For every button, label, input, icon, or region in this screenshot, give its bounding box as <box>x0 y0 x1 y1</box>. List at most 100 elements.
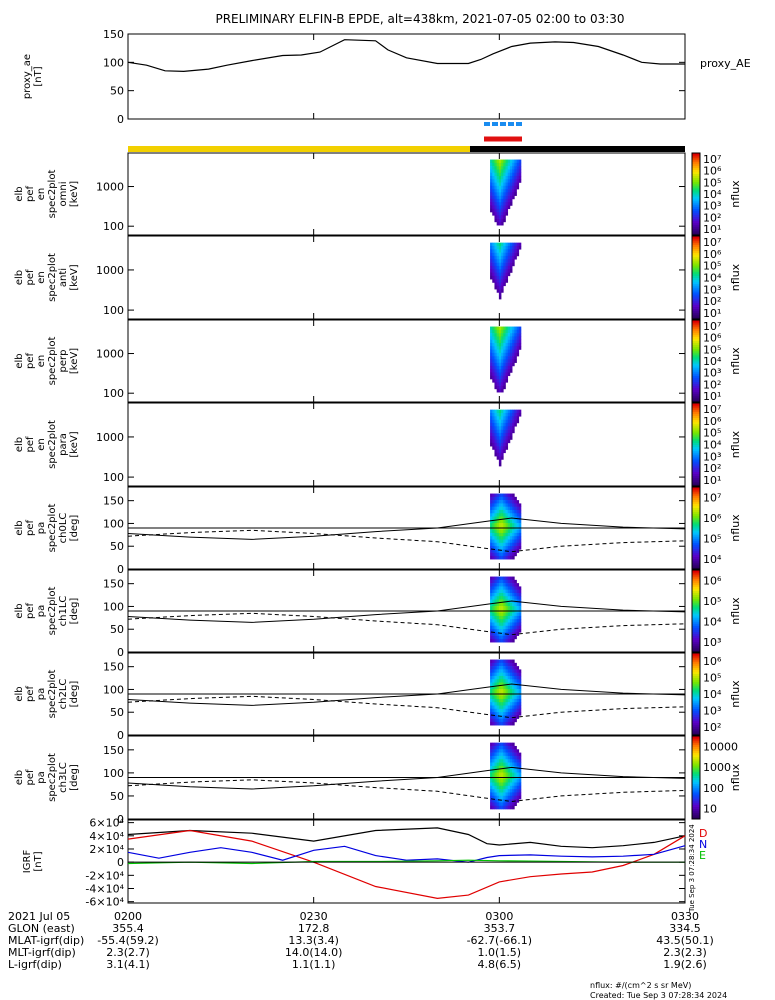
spectrogram-cell <box>492 638 495 643</box>
spectrogram-cell <box>501 599 504 604</box>
spectrogram-cell <box>507 198 511 203</box>
colorbar-cell <box>692 442 700 445</box>
spectrogram-cell <box>492 745 495 750</box>
spectrogram-cell <box>501 602 504 607</box>
spectrogram-cell <box>512 672 515 677</box>
spectrogram-cell <box>498 493 502 498</box>
colorbar-cell <box>692 238 700 241</box>
spectrogram-cell <box>507 249 511 253</box>
colorbar-cell <box>692 436 700 439</box>
spectrogram-cell <box>509 576 513 581</box>
colorbar-cell <box>692 554 700 558</box>
colorbar-cell <box>692 789 700 793</box>
spectrogram-cell <box>494 789 497 793</box>
colorbar-cell <box>692 627 700 630</box>
spectrogram-cell <box>492 785 495 790</box>
colorbar-cell <box>692 534 700 537</box>
spectrogram-cell <box>516 679 520 683</box>
spectrogram-cell <box>505 416 509 420</box>
spectrogram-cell <box>494 262 497 267</box>
spectrogram-cell <box>507 555 511 560</box>
spectrogram-cell <box>501 439 504 444</box>
colorbar-cell <box>692 523 700 527</box>
spectrogram-cell <box>492 702 495 706</box>
spectrogram-cell <box>507 586 511 590</box>
spectrogram-cell <box>507 416 511 420</box>
spectrogram-cell <box>503 802 506 807</box>
spectrogram-cell <box>492 189 495 193</box>
spectrogram-cell <box>509 549 513 553</box>
spectrogram-cell <box>490 782 493 787</box>
colorbar-cell <box>692 260 700 264</box>
spectrogram-cell <box>514 712 517 716</box>
spectrogram-cell <box>501 356 504 360</box>
spectrogram-cell <box>501 166 504 170</box>
spectrogram-cell <box>514 506 517 511</box>
spectrogram-cell <box>507 159 511 164</box>
spectrogram-cell <box>505 375 509 380</box>
colorbar-frame <box>691 652 701 736</box>
spectrogram-cell <box>494 625 497 630</box>
footer-value: -55.4(59.2) <box>97 934 159 947</box>
spectrogram-cell <box>512 586 515 590</box>
spectrogram-cell <box>507 602 511 607</box>
spectrogram-cell <box>509 333 513 337</box>
colorbar-cell <box>692 576 700 579</box>
colorbar-cell <box>692 429 700 433</box>
spectrogram-cell <box>507 182 511 187</box>
spectrogram-cell <box>514 329 517 334</box>
spectrogram-cell <box>503 509 506 514</box>
spectrogram-cell <box>518 509 522 514</box>
spectrogram-cell <box>512 339 515 344</box>
spectrogram-cell <box>505 523 509 527</box>
spectrogram-cell <box>512 422 515 427</box>
spectrogram-cell <box>514 625 517 630</box>
spectrogram-cell <box>492 162 495 167</box>
spectrogram-cell <box>509 675 513 680</box>
spectrogram-cell <box>498 602 502 607</box>
spectrogram-cell <box>498 175 502 180</box>
panel-spec_perp: elb pef en spec2plot perp [keV]100100010¹10²1… <box>14 319 742 403</box>
spectrogram-cell <box>494 509 497 514</box>
spectrogram-cell <box>498 698 502 703</box>
spectrogram-cell <box>505 552 509 557</box>
spectrogram-cell <box>503 339 506 344</box>
spectrogram-cell <box>498 419 502 424</box>
spectrogram-cell <box>516 789 520 793</box>
colorbar-cell <box>692 777 700 781</box>
spectrogram-cell <box>516 625 520 630</box>
footer-row-label: L-igrf(dip) <box>8 958 62 971</box>
spectrogram-cell <box>496 666 500 670</box>
spectrogram-cell <box>516 583 520 587</box>
colorbar-tick-label: 10² <box>703 211 721 224</box>
spectrogram-cell <box>509 586 513 590</box>
spectrogram-cell <box>496 702 500 706</box>
spectrogram-cell <box>501 279 504 283</box>
spectrogram-cell <box>503 529 506 534</box>
spectrogram-cell <box>507 342 511 347</box>
colorbar-cell <box>692 373 700 376</box>
spectrogram-cell <box>507 666 511 670</box>
spectrogram-cell <box>507 715 511 719</box>
spectrogram-cell <box>494 635 497 640</box>
spectrogram-cell <box>496 695 500 700</box>
spectrogram-cell <box>501 659 504 664</box>
colorbar-cell <box>692 613 700 616</box>
spectrogram-cell <box>507 539 511 544</box>
spectrogram-cell <box>498 212 502 216</box>
spectrogram-cell <box>498 612 502 617</box>
colorbar-cell <box>692 683 700 687</box>
spectrogram-cell <box>501 503 504 507</box>
spectrogram-cell <box>490 442 493 447</box>
colorbar-cell <box>692 479 700 483</box>
colorbar-cell <box>692 387 700 391</box>
spectrogram-cell <box>501 221 504 226</box>
spectrogram-cell <box>498 745 502 750</box>
spectrogram-cell <box>507 426 511 430</box>
footer-value: 172.8 <box>298 922 330 935</box>
spectrogram-cell <box>516 409 520 414</box>
spectrogram-cell <box>494 759 497 763</box>
colorbar-cell <box>692 461 700 464</box>
spectrogram-cell <box>498 496 502 501</box>
colorbar-cell <box>692 328 700 331</box>
